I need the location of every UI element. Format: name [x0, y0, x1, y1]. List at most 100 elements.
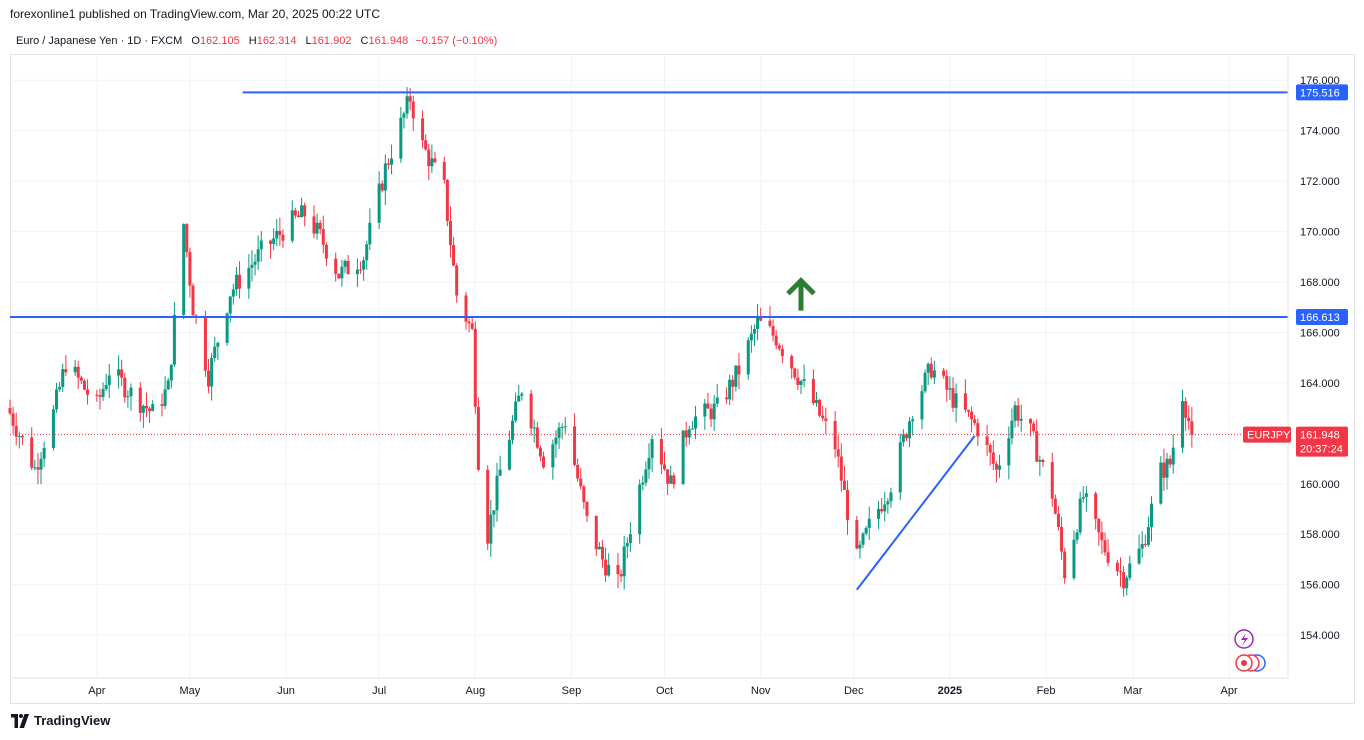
candle-body [1171, 447, 1175, 465]
candle-body [238, 274, 242, 289]
x-tick-label[interactable]: Mar [1123, 685, 1142, 697]
tradingview-footer[interactable]: TradingView [10, 713, 110, 728]
open-value: 162.105 [199, 35, 240, 47]
candle-body [880, 508, 884, 512]
candle-body [659, 439, 663, 465]
candle-body [107, 375, 111, 386]
x-tick-label[interactable]: Feb [1037, 685, 1056, 697]
candle-body [129, 387, 133, 397]
candle-body [1060, 526, 1064, 552]
candle-body [560, 426, 564, 428]
candle-body [399, 117, 403, 159]
x-tick-label[interactable]: May [180, 685, 201, 697]
candle-body [346, 260, 350, 275]
symbol-badge-label: EURJPY [1247, 430, 1291, 442]
x-tick-label[interactable]: 2025 [938, 685, 962, 697]
candle-body [746, 340, 750, 375]
candle-body [647, 457, 651, 470]
candle-body [672, 475, 676, 485]
events-icon[interactable] [1235, 654, 1266, 672]
candle-body [492, 510, 496, 515]
footer-brand: TradingView [34, 713, 111, 728]
candle-body [542, 456, 546, 468]
candle-body [725, 397, 729, 400]
candle-body [51, 409, 55, 448]
candle-body [86, 389, 90, 395]
candle-body [300, 205, 304, 218]
y-tick-label: 164.000 [1300, 378, 1340, 390]
candle-body [101, 389, 105, 397]
candle-body [585, 502, 589, 516]
candle-body [188, 252, 192, 286]
alert-icon[interactable] [1234, 629, 1254, 649]
price-chart[interactable]: 154.000156.000158.000160.000162.000164.0… [0, 0, 1364, 705]
candle-body [687, 429, 691, 438]
candle-body [207, 370, 211, 387]
trend-line[interactable] [856, 435, 976, 591]
candle-body [163, 389, 167, 406]
candle-body [663, 464, 667, 470]
candle-body [1181, 401, 1185, 448]
up-arrow-icon[interactable] [786, 277, 816, 311]
candle-body [796, 377, 800, 385]
candle-body [998, 465, 1002, 470]
candle-body [42, 447, 46, 459]
symbol-title[interactable]: Euro / Japanese Yen · 1D · FXCM [16, 35, 183, 47]
x-tick-label[interactable]: Nov [751, 685, 771, 697]
candle-body [1084, 493, 1088, 497]
candle-body [411, 101, 415, 119]
x-tick-label[interactable]: Dec [844, 685, 864, 697]
candle-body [734, 365, 738, 387]
candle-body [455, 265, 459, 296]
candle-body [160, 404, 164, 406]
candle-body [951, 388, 955, 408]
candle-body [855, 519, 859, 549]
x-tick-label[interactable]: Oct [656, 685, 673, 697]
candle-body [517, 395, 521, 402]
candle-body [1122, 572, 1126, 589]
y-tick-label: 166.000 [1300, 327, 1340, 339]
candle-body [641, 482, 645, 485]
x-tick-label[interactable]: Jun [277, 685, 295, 697]
candle-body [467, 321, 471, 324]
candle-body [644, 469, 648, 483]
candle-body [774, 335, 778, 346]
candle-body [799, 380, 803, 385]
candle-body [55, 389, 59, 410]
x-tick-label[interactable]: Aug [466, 685, 486, 697]
candle-body [622, 546, 626, 577]
x-tick-label[interactable]: Sep [562, 685, 582, 697]
candle-body [616, 564, 620, 575]
candle-body [377, 183, 381, 223]
candle-body [1094, 493, 1098, 519]
candle-body [573, 426, 577, 465]
candle-body [864, 528, 868, 534]
candle-body [151, 404, 155, 411]
candle-body [1032, 423, 1036, 432]
x-tick-label[interactable]: Jul [372, 685, 386, 697]
candle-body [362, 260, 366, 270]
candle-body [1063, 551, 1067, 579]
candle-body [64, 369, 68, 373]
candle-body [607, 564, 611, 576]
chart-frame[interactable] [10, 54, 1355, 704]
grid [10, 55, 1288, 678]
candle-body [967, 409, 970, 412]
candle-body [963, 393, 967, 410]
level-price-label: 175.516 [1300, 87, 1340, 99]
x-tick-label[interactable]: Apr [88, 685, 105, 697]
candle-body [445, 179, 449, 221]
y-tick-label: 154.000 [1300, 630, 1340, 642]
x-tick-label[interactable]: Apr [1221, 685, 1238, 697]
candle-body [867, 518, 871, 529]
candle-body [861, 533, 865, 545]
candle-body [988, 444, 992, 453]
candle-body [58, 386, 62, 390]
y-tick-label: 172.000 [1300, 176, 1340, 188]
candle-body [886, 501, 890, 505]
candle-body [1016, 405, 1020, 421]
candle-body [737, 365, 741, 375]
symbol-badge [1243, 426, 1291, 443]
candle-body [275, 230, 279, 239]
candle-body [231, 289, 235, 297]
